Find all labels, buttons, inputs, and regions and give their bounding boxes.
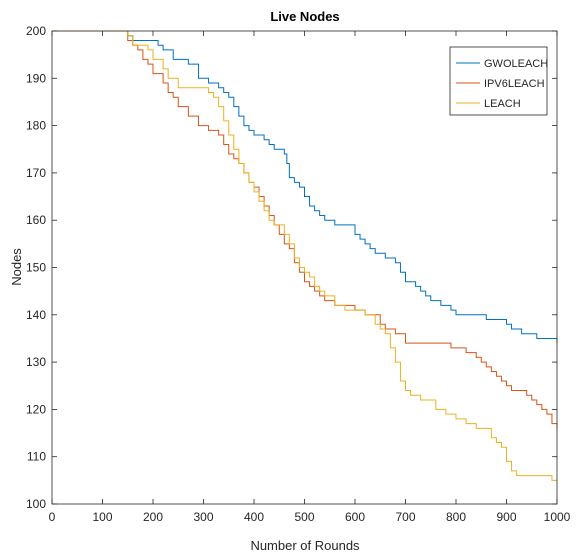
y-tick-label: 130: [26, 355, 46, 369]
y-tick-label: 180: [26, 119, 46, 133]
x-tick-label: 900: [496, 510, 516, 524]
x-axis-label: Number of Rounds: [250, 538, 360, 553]
x-tick-label: 300: [193, 510, 213, 524]
series-line-gwoleach: [52, 30, 558, 344]
series-layer: [52, 30, 558, 481]
y-axis-label: Nodes: [9, 248, 24, 286]
y-tick-label: 200: [26, 24, 46, 38]
x-tick-label: 0: [49, 510, 56, 524]
x-tick-label: 700: [395, 510, 415, 524]
legend-label-ipv6leach: IPV6LEACH: [484, 78, 545, 90]
y-tick-label: 150: [26, 261, 46, 275]
x-tick-label: 600: [345, 510, 365, 524]
y-tick-label: 190: [26, 71, 46, 85]
series-line-leach: [52, 30, 557, 481]
y-tick-label: 110: [27, 450, 46, 464]
y-tick-label: 140: [26, 308, 46, 322]
legend-label-gwoleach: GWOLEACH: [484, 58, 548, 70]
legend-box: [449, 46, 548, 116]
x-tick-label: 800: [446, 510, 466, 524]
x-tick-label: 100: [92, 510, 112, 524]
x-tick-label: 500: [294, 510, 314, 524]
legend: GWOLEACH IPV6LEACH LEACH: [449, 46, 548, 116]
y-tick-label: 100: [26, 497, 46, 511]
chart-title: Live Nodes: [270, 9, 339, 24]
y-tick-label: 120: [26, 402, 46, 416]
y-tick-label: 170: [26, 166, 46, 180]
y-tick-label: 160: [26, 213, 46, 227]
ticks-layer: 0 100 200 300 400 500 600 700 800 900 100010011012…: [26, 24, 571, 524]
series-line-ipv6leach: [52, 30, 558, 429]
legend-label-leach: LEACH: [484, 98, 521, 110]
x-tick-label: 200: [143, 510, 163, 524]
x-tick-label: 1000: [544, 510, 571, 524]
x-tick-label: 400: [244, 510, 264, 524]
